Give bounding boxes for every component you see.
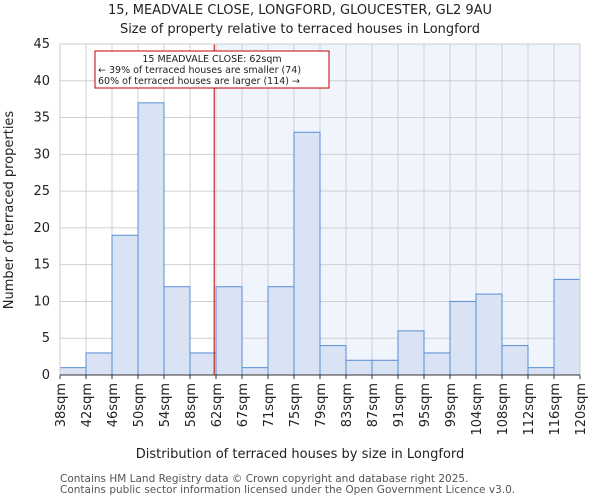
histogram-bar [267, 286, 295, 376]
histogram-bar [319, 345, 347, 376]
x-tick-label: 58sqm [184, 383, 199, 427]
histogram-bar [85, 352, 113, 376]
histogram-bar [371, 359, 399, 376]
x-tick-label: 50sqm [132, 383, 147, 427]
histogram-bar [293, 131, 321, 376]
x-tick-label: 62sqm [210, 383, 225, 427]
histogram-bar [553, 278, 581, 376]
y-tick-label: 35 [33, 111, 50, 126]
annotation-line-2: ← 39% of terraced houses are smaller (74… [98, 65, 301, 76]
histogram-bar [501, 345, 529, 376]
x-tick-label: 79sqm [314, 383, 329, 427]
x-tick-label: 120sqm [574, 383, 589, 436]
x-tick-label: 99sqm [444, 383, 459, 427]
histogram-chart: 15, MEADVALE CLOSE, LONGFORD, GLOUCESTER… [2, 3, 589, 462]
x-tick-label: 75sqm [288, 383, 303, 427]
x-tick-label: 116sqm [548, 383, 563, 436]
histogram-bar [241, 367, 269, 376]
histogram-bar [163, 286, 191, 376]
y-tick-label: 30 [33, 147, 50, 162]
x-tick-label: 54sqm [158, 383, 173, 427]
x-tick-label: 95sqm [418, 383, 433, 427]
histogram-bar [111, 234, 139, 376]
x-tick-label: 42sqm [80, 383, 95, 427]
histogram-bar [423, 352, 451, 376]
histogram-bar [59, 367, 87, 376]
chart-title: 15, MEADVALE CLOSE, LONGFORD, GLOUCESTER… [108, 3, 492, 18]
histogram-bar [189, 352, 217, 376]
x-tick-label: 46sqm [106, 383, 121, 427]
x-tick-label: 38sqm [54, 383, 69, 427]
x-tick-label: 87sqm [366, 383, 381, 427]
histogram-bar [397, 330, 425, 376]
y-tick-label: 0 [42, 368, 50, 383]
histogram-bar [475, 293, 503, 376]
annotation-line-1: 15 MEADVALE CLOSE: 62sqm [142, 54, 281, 65]
x-tick-label: 104sqm [470, 383, 485, 436]
y-tick-label: 25 [33, 184, 50, 199]
y-tick-label: 20 [33, 221, 50, 236]
annotation-line-3: 60% of terraced houses are larger (114) … [98, 76, 300, 87]
y-tick-label: 15 [33, 258, 50, 273]
y-tick-label: 10 [33, 294, 50, 309]
y-tick-label: 45 [33, 37, 50, 52]
histogram-bar [137, 102, 165, 376]
annotation-box [94, 50, 330, 89]
y-tick-label: 40 [33, 74, 50, 89]
x-tick-label: 108sqm [496, 383, 511, 436]
chart-subtitle: Size of property relative to terraced ho… [120, 22, 480, 37]
histogram-bar [449, 300, 477, 376]
histogram-bar [345, 359, 373, 376]
y-tick-label: 5 [42, 331, 50, 346]
x-tick-label: 91sqm [392, 383, 407, 427]
histogram-bar [215, 286, 243, 376]
x-tick-label: 67sqm [236, 383, 251, 427]
x-tick-label: 112sqm [522, 383, 537, 436]
footer-line-1: Contains HM Land Registry data © Crown c… [60, 473, 469, 485]
histogram-bar [527, 367, 555, 376]
x-tick-label: 83sqm [340, 383, 355, 427]
y-axis-label: Number of terraced properties [2, 111, 17, 310]
x-tick-label: 71sqm [262, 383, 277, 427]
footer-line-2: Contains public sector information licen… [60, 484, 516, 496]
x-axis-label: Distribution of terraced houses by size … [136, 447, 465, 462]
